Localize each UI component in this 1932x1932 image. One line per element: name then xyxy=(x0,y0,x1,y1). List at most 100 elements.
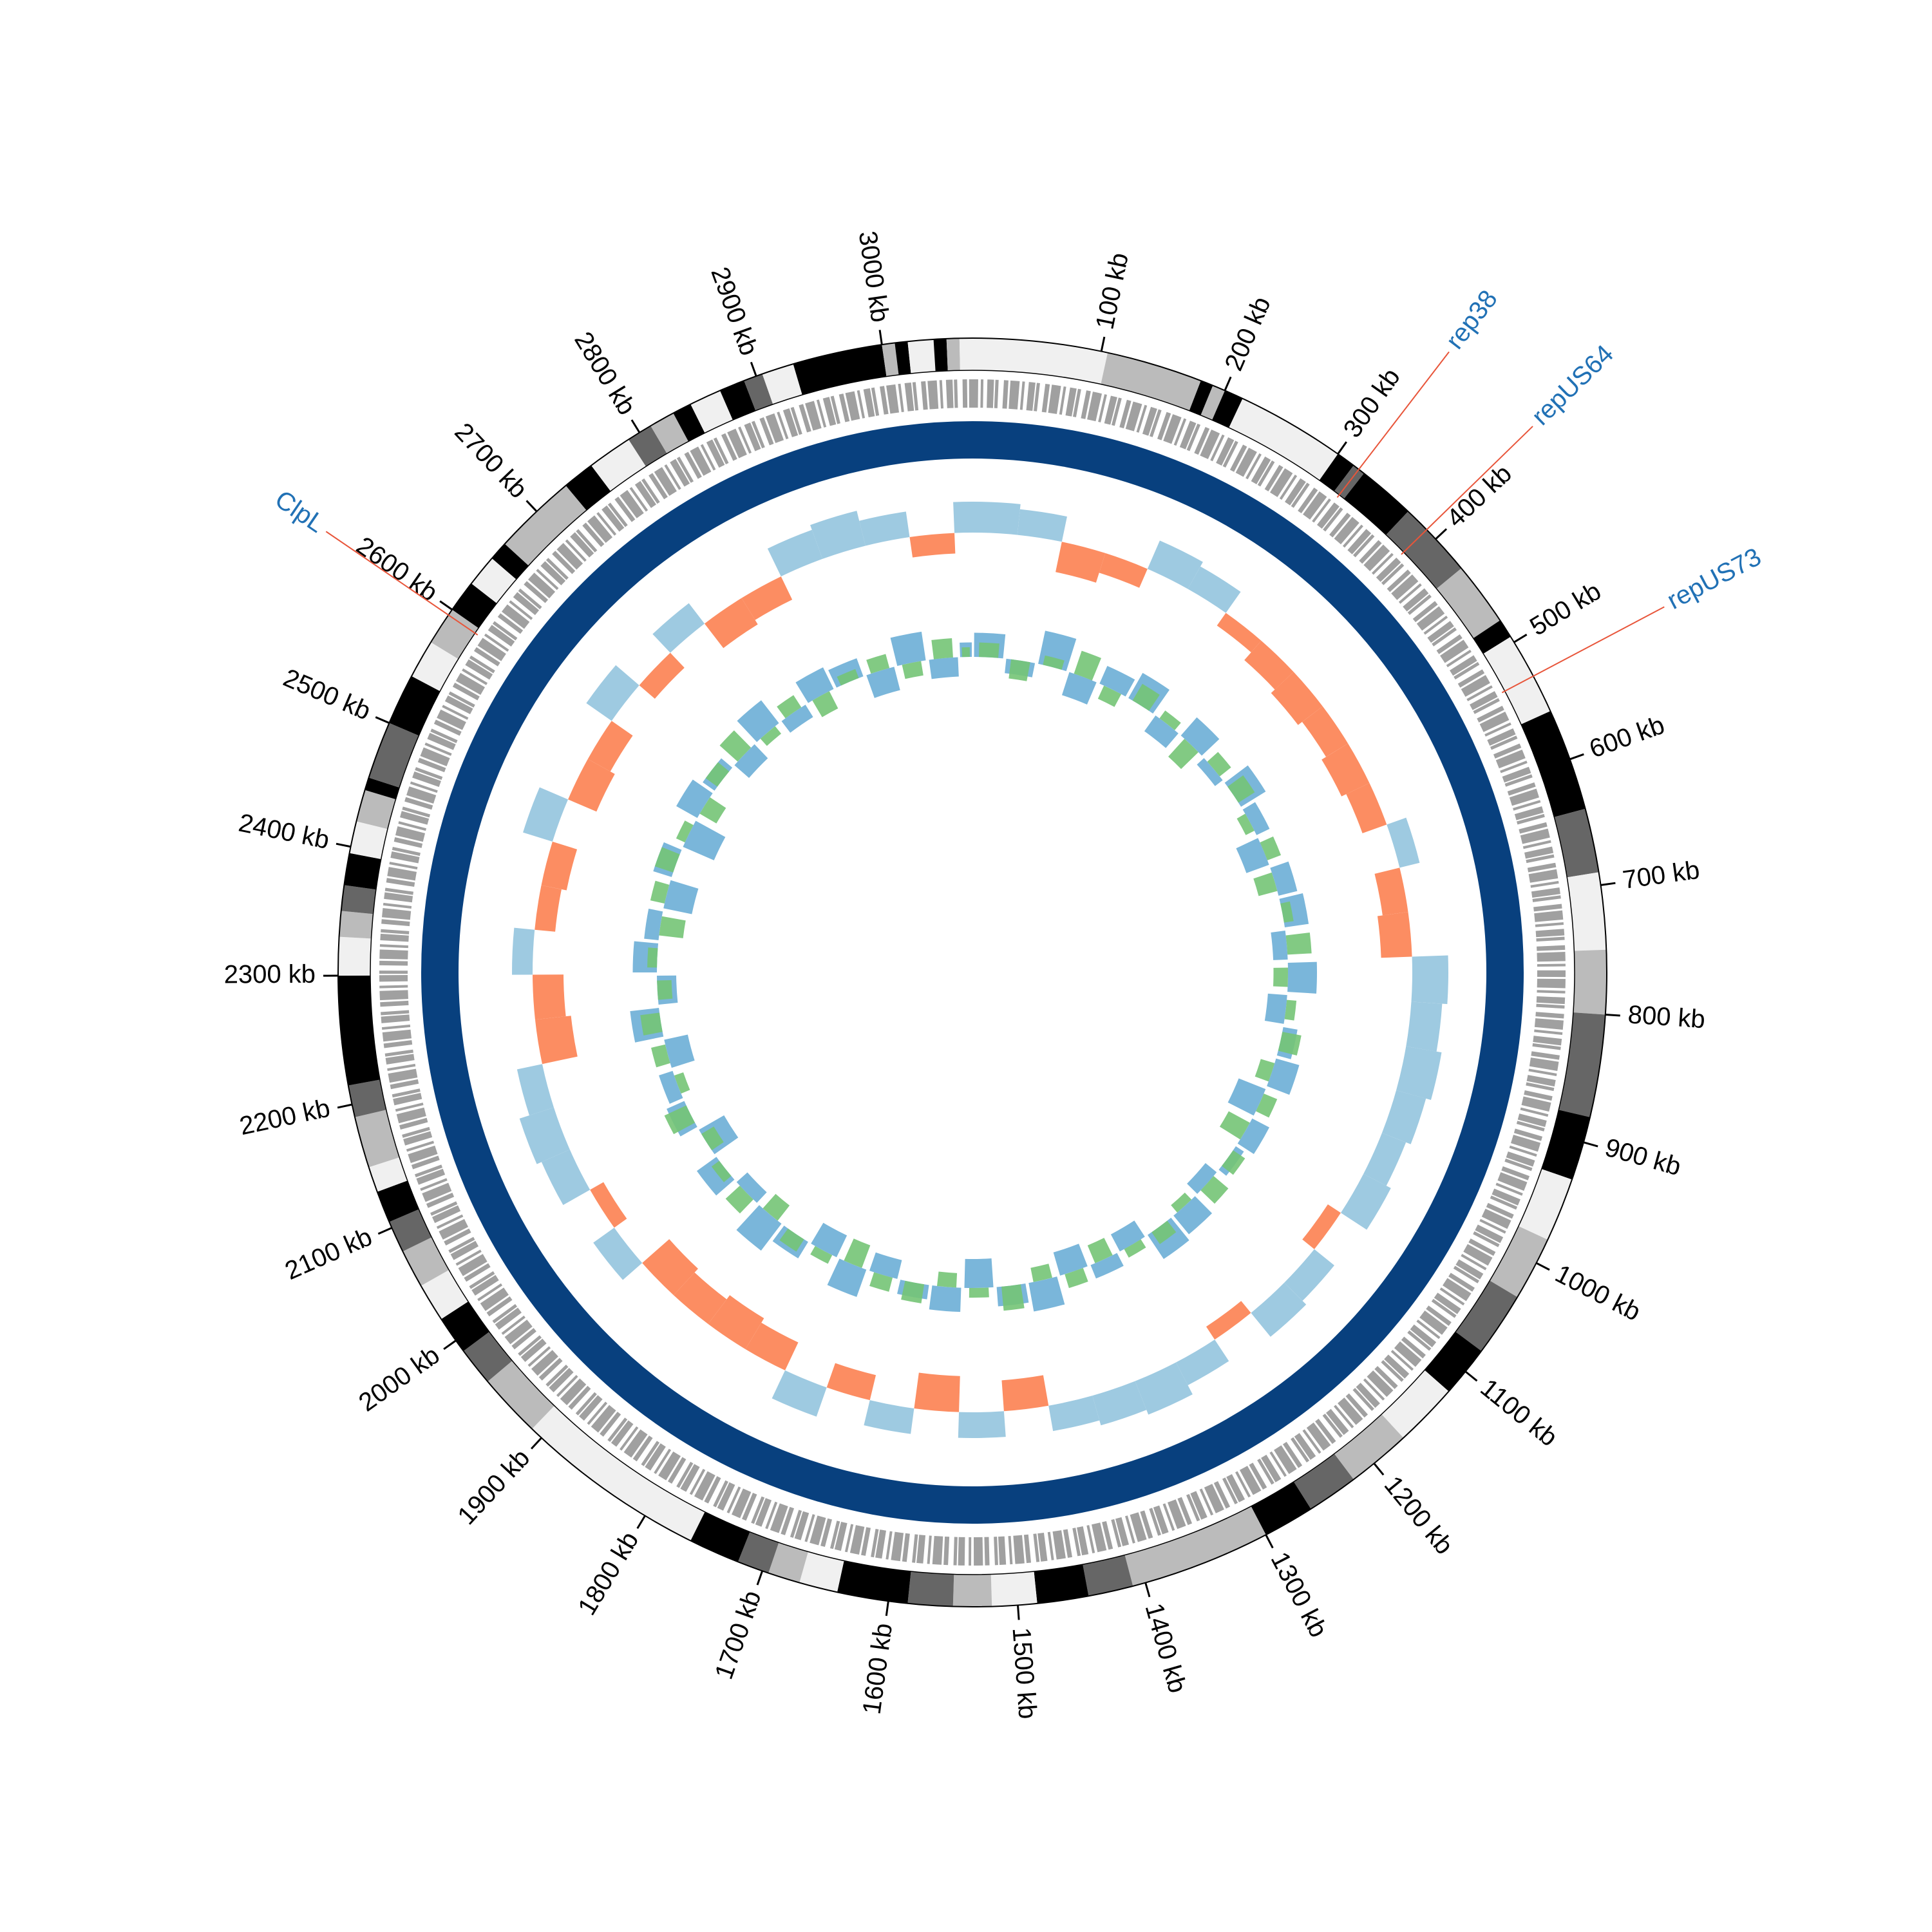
contig-band xyxy=(907,1571,954,1607)
skew-bar xyxy=(673,1272,727,1324)
skew-bar xyxy=(772,1370,827,1417)
contig-band xyxy=(1319,453,1354,491)
wave-bar xyxy=(1144,715,1179,748)
label: 900 kb xyxy=(1602,1133,1684,1182)
wave-bar xyxy=(1065,1267,1088,1289)
wave-bar xyxy=(827,1258,867,1297)
wave-bar xyxy=(760,726,782,746)
contig-band xyxy=(1455,1280,1518,1351)
contig-band xyxy=(1573,949,1607,1015)
band-outline xyxy=(370,370,1575,1575)
contig-band xyxy=(907,339,936,374)
skew-bar xyxy=(704,598,758,649)
wave-bar xyxy=(1110,1220,1145,1252)
tick-mark xyxy=(377,1227,392,1235)
contig-band xyxy=(1212,390,1243,428)
tick-mark xyxy=(1265,1534,1274,1549)
wave-bar xyxy=(654,847,680,873)
contig-band xyxy=(389,1209,432,1252)
skew-bar xyxy=(767,529,823,577)
contig-band xyxy=(1490,1226,1548,1298)
skew-bar xyxy=(1381,1090,1426,1144)
wave-bar xyxy=(795,667,834,703)
wave-bar xyxy=(1087,1238,1113,1264)
tick-mark xyxy=(1017,1605,1020,1620)
skew-bar xyxy=(516,1064,554,1116)
wave-bar xyxy=(659,1070,683,1104)
wave-bar xyxy=(979,642,999,658)
wave-bar xyxy=(929,1285,961,1312)
contig-band xyxy=(1344,473,1408,535)
gene-track xyxy=(379,379,1566,1566)
contig-band xyxy=(441,1301,489,1351)
contig-band xyxy=(1034,1564,1089,1604)
skew-bar xyxy=(1377,911,1412,958)
wave-bar xyxy=(664,1034,695,1068)
tick-mark xyxy=(1100,336,1106,352)
wave-bar xyxy=(1053,1244,1088,1276)
label: 2800 kb xyxy=(569,327,641,420)
skew-bar xyxy=(1396,1046,1442,1100)
contig-band xyxy=(1189,381,1213,415)
wave-bar xyxy=(781,705,813,733)
contig-band xyxy=(690,390,733,433)
wave-bar xyxy=(650,880,670,904)
contig-band xyxy=(650,413,688,454)
skew-bar xyxy=(708,1295,764,1349)
tick-mark xyxy=(439,600,453,611)
skew-bar xyxy=(1092,1381,1147,1426)
label: ClpL xyxy=(270,485,330,538)
skew-bar xyxy=(1017,509,1067,542)
tick-mark xyxy=(1373,1463,1385,1476)
contig-band xyxy=(972,338,1108,384)
contig-band xyxy=(356,790,396,829)
wave-bar xyxy=(1278,1032,1302,1056)
skew-bar xyxy=(541,841,578,891)
skew-bar xyxy=(1135,1362,1193,1415)
wave-bar xyxy=(647,947,658,968)
tick-mark xyxy=(526,500,538,513)
skew-bar xyxy=(1206,1301,1251,1340)
skew-bar xyxy=(859,511,910,546)
wave-bar xyxy=(705,762,730,787)
contig-band xyxy=(895,341,911,375)
contig-band xyxy=(349,821,388,860)
contig-band xyxy=(719,381,756,421)
contig-band xyxy=(421,1269,468,1320)
wave-bar xyxy=(659,916,686,938)
skew-bar xyxy=(1346,782,1387,833)
wave-bar xyxy=(699,797,726,824)
contig-band xyxy=(1558,1012,1605,1117)
wave-bar xyxy=(711,1160,732,1182)
contig-band xyxy=(737,1531,779,1573)
skew-bar xyxy=(1302,1204,1341,1249)
skew-bar xyxy=(587,721,633,772)
contig-band xyxy=(952,1574,992,1607)
skew-bar xyxy=(1406,1001,1443,1052)
skew-bar xyxy=(864,1400,914,1434)
contig-band xyxy=(1334,1414,1404,1480)
annotation-line xyxy=(1401,426,1533,555)
wave-bar xyxy=(1271,931,1288,960)
skew-bar xyxy=(953,502,972,533)
wave-bar xyxy=(1180,717,1220,756)
skew-bar xyxy=(593,1227,643,1280)
label: 2200 kb xyxy=(237,1094,332,1141)
skew-bar xyxy=(1411,955,1448,1005)
wave-bar xyxy=(1043,655,1065,670)
label: 1100 kb xyxy=(1475,1374,1562,1452)
wave-bar xyxy=(737,700,779,743)
label: 2300 kb xyxy=(224,960,316,989)
skew-bar xyxy=(1284,1249,1334,1301)
contig-band xyxy=(673,404,705,442)
tick-mark xyxy=(1535,1262,1550,1271)
contig-band xyxy=(339,911,374,939)
wave-bar xyxy=(683,820,726,860)
wave-bar xyxy=(1256,1094,1278,1118)
label: 2700 kb xyxy=(449,418,533,504)
wave-bar xyxy=(1227,775,1255,803)
wave-bar xyxy=(736,1172,767,1203)
contig-band xyxy=(762,364,802,404)
label: 1900 kb xyxy=(452,1444,535,1530)
label: 2600 kb xyxy=(351,531,442,607)
